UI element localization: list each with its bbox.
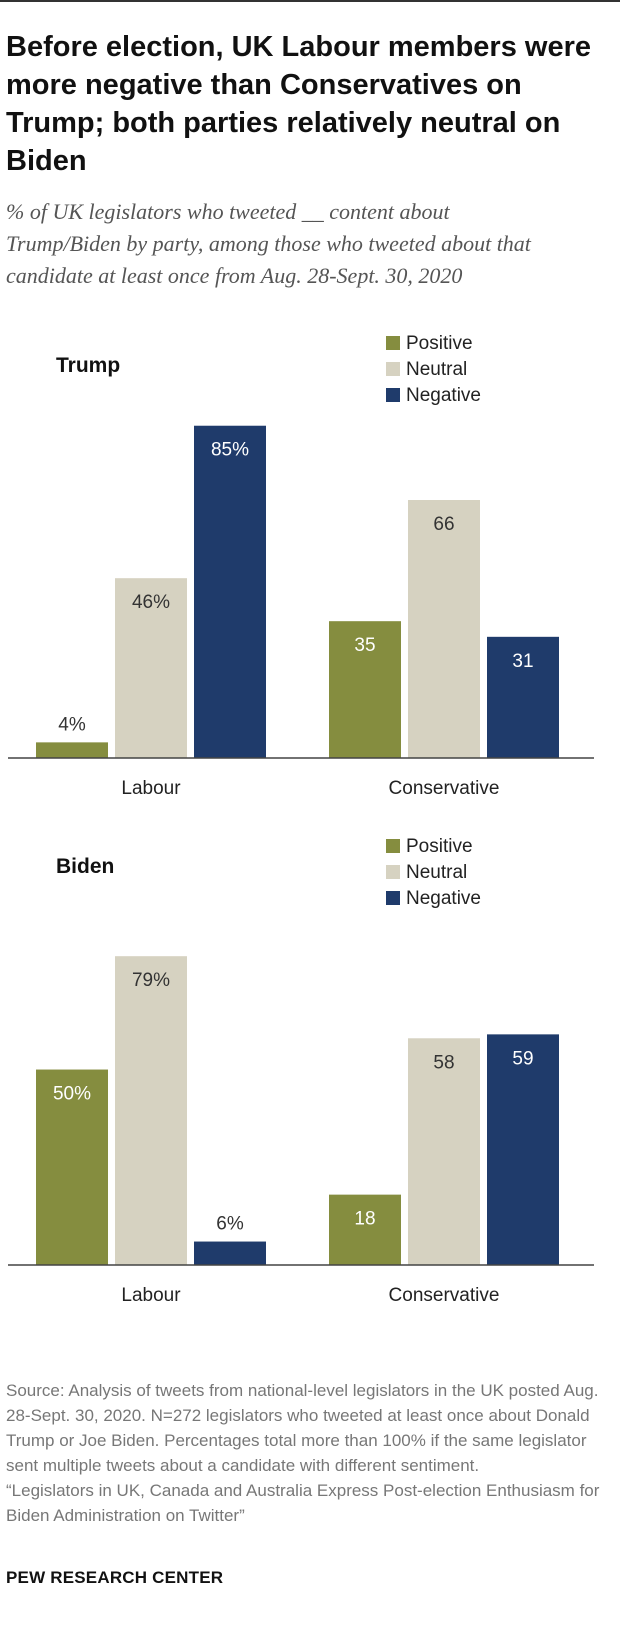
trump-legend-swatch-neutral <box>386 362 400 376</box>
trump-data-label-labour-negative: 85% <box>211 440 249 461</box>
pew-brand: PEW RESEARCH CENTER <box>6 1568 223 1588</box>
biden-category-label-conservative: Conservative <box>389 1285 500 1306</box>
biden-legend-swatch-neutral <box>386 865 400 879</box>
biden-bar-labour-neutral <box>115 956 187 1265</box>
chart-title: Before election, UK Labour members were … <box>6 28 606 180</box>
trump-data-label-conservative-neutral: 66 <box>433 514 454 535</box>
trump-category-label-labour: Labour <box>121 778 181 799</box>
top-rule <box>0 0 620 2</box>
trump-legend-label-negative: Negative <box>406 385 481 406</box>
biden-legend-swatch-positive <box>386 839 400 853</box>
biden-data-label-labour-neutral: 79% <box>132 970 170 991</box>
biden-panel-label: Biden <box>56 855 114 878</box>
trump-legend-label-positive: Positive <box>406 333 473 354</box>
biden-legend-label-positive: Positive <box>406 836 473 857</box>
trump-panel-label: Trump <box>56 354 120 377</box>
biden-data-label-labour-negative: 6% <box>216 1214 244 1235</box>
biden-data-label-conservative-positive: 18 <box>354 1209 375 1230</box>
biden-data-label-conservative-negative: 59 <box>512 1048 533 1069</box>
trump-chart: Trump Positive Neutral Negative 4% 46% 85% Labo… <box>0 320 620 810</box>
biden-chart: Biden Positive Neutral Negative 50% 79% 6% Labo… <box>0 827 620 1317</box>
biden-bar-labour-negative <box>194 1242 266 1265</box>
biden-legend-label-neutral: Neutral <box>406 862 467 883</box>
chart-subtitle: % of UK legislators who tweeted __ conte… <box>6 196 566 292</box>
biden-bar-conservative-positive <box>329 1195 401 1265</box>
trump-data-label-conservative-negative: 31 <box>512 651 533 672</box>
trump-chart-svg: Trump Positive Neutral Negative 4% 46% 85% Labo… <box>0 320 620 810</box>
trump-legend-swatch-positive <box>386 336 400 350</box>
trump-data-label-labour-neutral: 46% <box>132 592 170 613</box>
trump-category-label-conservative: Conservative <box>389 778 500 799</box>
trump-bar-labour-positive <box>36 742 108 758</box>
trump-legend-label-neutral: Neutral <box>406 359 467 380</box>
trump-legend-swatch-negative <box>386 388 400 402</box>
trump-bar-labour-negative <box>194 426 266 758</box>
biden-chart-svg: Biden Positive Neutral Negative 50% 79% 6% Labo… <box>0 827 620 1317</box>
biden-data-label-conservative-neutral: 58 <box>433 1052 454 1073</box>
source-text: Source: Analysis of tweets from national… <box>6 1381 598 1475</box>
biden-legend-label-negative: Negative <box>406 888 481 909</box>
trump-data-label-conservative-positive: 35 <box>354 635 375 656</box>
biden-data-label-labour-positive: 50% <box>53 1084 91 1105</box>
biden-category-label-labour: Labour <box>121 1285 181 1306</box>
trump-bar-conservative-neutral <box>408 500 480 758</box>
biden-legend-swatch-negative <box>386 891 400 905</box>
report-title: “Legislators in UK, Canada and Australia… <box>6 1481 599 1525</box>
trump-data-label-labour-positive: 4% <box>58 714 86 735</box>
source-note: Source: Analysis of tweets from national… <box>6 1378 606 1528</box>
